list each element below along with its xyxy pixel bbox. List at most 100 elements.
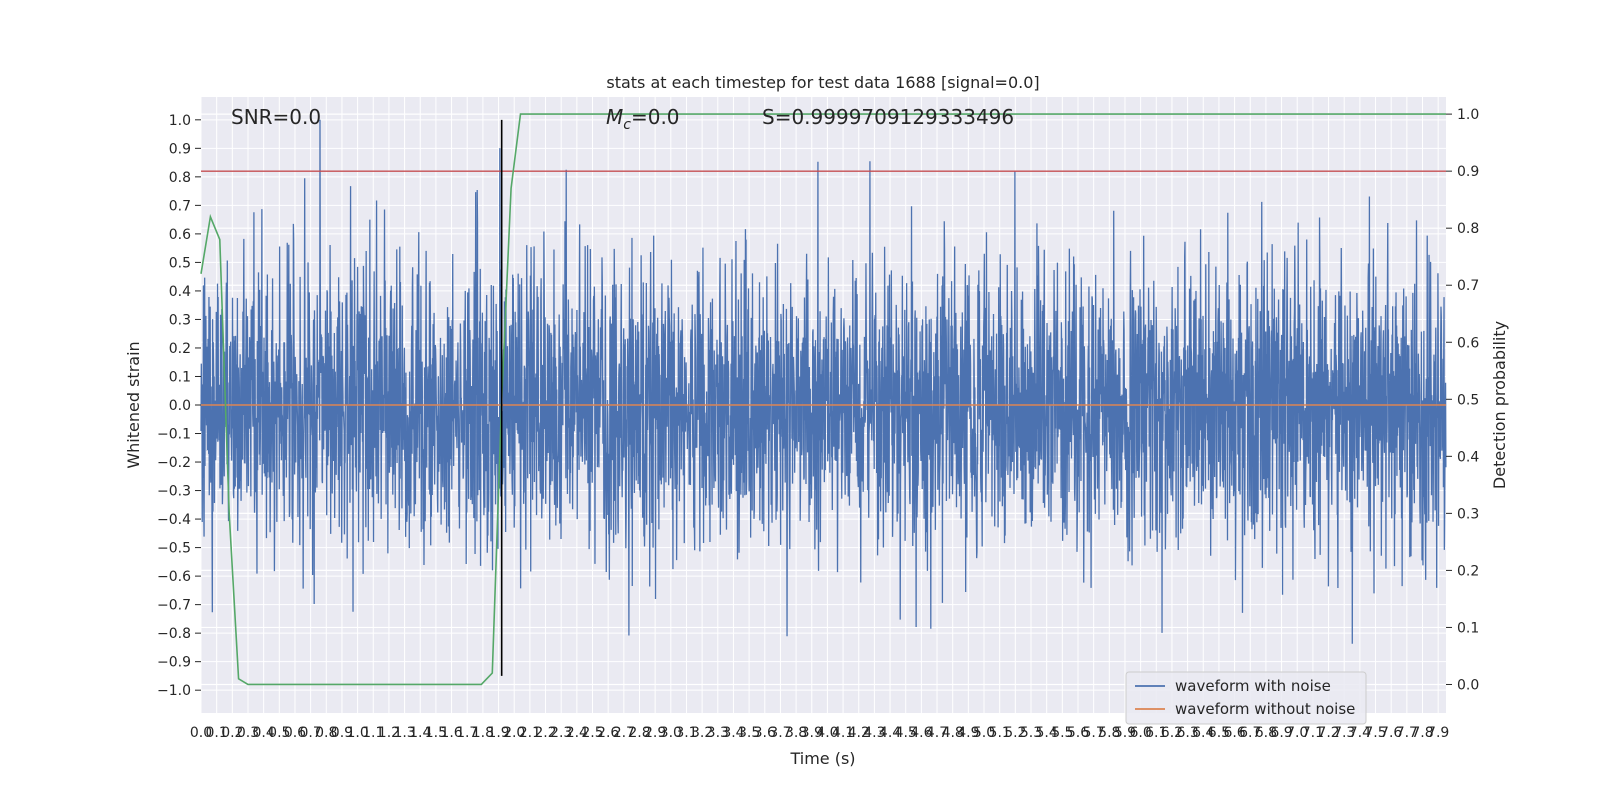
y-right-tick-label: 0.3 bbox=[1457, 506, 1479, 522]
y-right-tick-label: 1.0 bbox=[1457, 107, 1479, 123]
x-tick-label: 7.6 bbox=[1380, 725, 1402, 741]
x-tick-label: 0.2 bbox=[221, 725, 243, 741]
x-tick-label: 5.9 bbox=[1114, 725, 1136, 741]
y-tick-label: −0.2 bbox=[157, 455, 191, 471]
x-tick-label: 3.0 bbox=[660, 725, 682, 741]
y-tick-label: 0.7 bbox=[169, 198, 191, 214]
series-line-detection-probability bbox=[200, 113, 1446, 686]
chart-marks bbox=[200, 113, 1447, 686]
x-tick-label: 0.3 bbox=[237, 725, 259, 741]
x-tick-label: 2.8 bbox=[628, 725, 650, 741]
x-tick-label: 2.2 bbox=[534, 725, 556, 741]
x-tick-label: 7.7 bbox=[1396, 725, 1418, 741]
x-tick-label: 6.6 bbox=[1223, 725, 1245, 741]
x-tick-label: 3.5 bbox=[738, 725, 760, 741]
x-tick-label: 6.0 bbox=[1129, 725, 1151, 741]
y-tick-label: −0.5 bbox=[157, 541, 191, 557]
x-tick-label: 1.0 bbox=[346, 725, 368, 741]
x-tick-label: 1.4 bbox=[409, 725, 431, 741]
chirp-mass-value: =0.0 bbox=[631, 105, 680, 129]
chart-title: stats at each timestep for test data 168… bbox=[606, 73, 1039, 92]
x-tick-label: 5.5 bbox=[1051, 725, 1073, 741]
legend-box bbox=[1125, 671, 1367, 725]
y-tick-label: −0.3 bbox=[157, 484, 191, 500]
x-tick-label: 5.6 bbox=[1067, 725, 1089, 741]
legend-label-clean: waveform without noise bbox=[1175, 700, 1355, 718]
x-tick-label: 4.3 bbox=[863, 725, 885, 741]
x-tick-label: 4.6 bbox=[910, 725, 932, 741]
y-tick-label: 0.5 bbox=[169, 255, 191, 271]
chirp-mass-annotation: Mc=0.0 bbox=[606, 105, 680, 133]
x-tick-label: 6.8 bbox=[1255, 725, 1277, 741]
y-right-tick-label: 0.7 bbox=[1457, 278, 1479, 294]
y-right-tick-label: 0.0 bbox=[1457, 677, 1479, 693]
x-tick-label: 2.9 bbox=[644, 725, 666, 741]
x-tick-label: 6.2 bbox=[1161, 725, 1183, 741]
x-tick-label: 4.8 bbox=[942, 725, 964, 741]
x-tick-label: 5.2 bbox=[1004, 725, 1026, 741]
x-tick-label: 4.9 bbox=[957, 725, 979, 741]
x-tick-label: 2.4 bbox=[566, 725, 588, 741]
x-tick-label: 6.9 bbox=[1270, 725, 1292, 741]
y-tick-label: 0.0 bbox=[169, 398, 191, 414]
x-tick-label: 7.2 bbox=[1317, 725, 1339, 741]
x-tick-label: 0.9 bbox=[331, 725, 353, 741]
x-tick-label: 0.0 bbox=[190, 725, 212, 741]
y-tick-label: 0.4 bbox=[169, 284, 191, 300]
x-tick-label: 4.1 bbox=[832, 725, 854, 741]
y-right-tick-label: 0.6 bbox=[1457, 335, 1479, 351]
y-tick-label: −0.7 bbox=[157, 598, 191, 614]
y-tick-label: 0.3 bbox=[169, 312, 191, 328]
x-tick-label: 2.6 bbox=[597, 725, 619, 741]
ticks: 0.00.10.20.30.40.50.60.70.80.91.01.11.21… bbox=[157, 107, 1479, 741]
legend-label-noise: waveform with noise bbox=[1175, 677, 1331, 695]
x-tick-label: 3.2 bbox=[691, 725, 713, 741]
x-tick-label: 7.0 bbox=[1286, 725, 1308, 741]
y-tick-label: −0.8 bbox=[157, 626, 191, 642]
x-tick-label: 0.6 bbox=[284, 725, 306, 741]
x-tick-label: 3.1 bbox=[675, 725, 697, 741]
x-tick-label: 7.4 bbox=[1349, 725, 1371, 741]
x-tick-label: 1.9 bbox=[487, 725, 509, 741]
x-tick-label: 4.0 bbox=[816, 725, 838, 741]
y-right-tick-label: 0.8 bbox=[1457, 221, 1479, 237]
x-tick-label: 0.1 bbox=[206, 725, 228, 741]
x-tick-label: 0.8 bbox=[315, 725, 337, 741]
y-tick-label: 0.6 bbox=[169, 227, 191, 243]
y-tick-label: 1.0 bbox=[169, 113, 191, 129]
x-tick-label: 4.2 bbox=[848, 725, 870, 741]
x-tick-label: 1.1 bbox=[362, 725, 384, 741]
x-tick-label: 6.1 bbox=[1145, 725, 1167, 741]
x-tick-label: 3.7 bbox=[769, 725, 791, 741]
x-tick-label: 1.7 bbox=[456, 725, 478, 741]
x-tick-label: 3.4 bbox=[722, 725, 744, 741]
x-tick-label: 1.6 bbox=[440, 725, 462, 741]
y-tick-label: 0.2 bbox=[169, 341, 191, 357]
x-tick-label: 0.7 bbox=[299, 725, 321, 741]
y-tick-label: −0.9 bbox=[157, 655, 191, 671]
x-tick-label: 2.3 bbox=[550, 725, 572, 741]
x-tick-label: 7.9 bbox=[1427, 725, 1449, 741]
legend: waveform with noise waveform without noi… bbox=[1125, 671, 1367, 725]
x-tick-label: 3.3 bbox=[707, 725, 729, 741]
snr-annotation: SNR=0.0 bbox=[231, 105, 321, 129]
x-tick-label: 7.3 bbox=[1333, 725, 1355, 741]
x-tick-label: 4.4 bbox=[879, 725, 901, 741]
x-tick-label: 5.3 bbox=[1020, 725, 1042, 741]
score-annotation: S=0.9999709129333496 bbox=[762, 105, 1014, 129]
x-tick-label: 3.8 bbox=[785, 725, 807, 741]
x-tick-label: 2.7 bbox=[613, 725, 635, 741]
x-tick-label: 6.4 bbox=[1192, 725, 1214, 741]
x-tick-label: 1.5 bbox=[425, 725, 447, 741]
y-tick-label: 0.1 bbox=[169, 369, 191, 385]
x-tick-label: 2.0 bbox=[503, 725, 525, 741]
x-tick-label: 5.1 bbox=[989, 725, 1011, 741]
chirp-mass-symbol: M bbox=[606, 105, 623, 129]
x-tick-label: 0.4 bbox=[253, 725, 275, 741]
x-tick-label: 1.2 bbox=[378, 725, 400, 741]
y-right-tick-label: 0.5 bbox=[1457, 392, 1479, 408]
x-tick-label: 0.5 bbox=[268, 725, 290, 741]
x-tick-label: 1.8 bbox=[472, 725, 494, 741]
x-tick-label: 4.7 bbox=[926, 725, 948, 741]
